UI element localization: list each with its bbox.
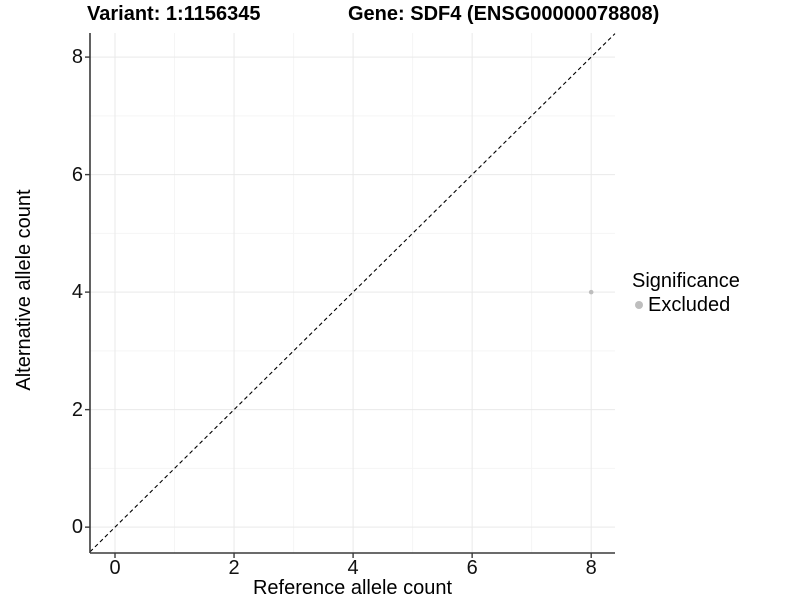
data-point — [588, 289, 594, 295]
y-axis-tick-label: 8 — [71, 46, 83, 69]
legend-item: Excluded — [635, 294, 740, 316]
legend: Significance Excluded — [632, 270, 740, 317]
x-axis-tick-label: 2 — [228, 557, 240, 579]
y-axis-tick-label: 2 — [71, 398, 83, 421]
legend-item-label: Excluded — [648, 294, 731, 316]
plot-title-variant: Variant: 1:1156345 — [87, 3, 261, 25]
plot-panel — [85, 33, 616, 558]
identity-line — [89, 33, 616, 553]
legend-key-dot-icon — [635, 301, 643, 309]
y-axis-tick-label: 4 — [71, 281, 83, 304]
x-axis-tick-label: 4 — [347, 557, 359, 579]
plot-title-gene: Gene: SDF4 (ENSG00000078808) — [348, 3, 660, 25]
x-axis-tick-label: 6 — [466, 557, 478, 579]
y-axis-tick-label: 6 — [71, 163, 83, 186]
legend-items: Excluded — [632, 294, 740, 316]
y-axis-title: Alternative allele count — [13, 189, 35, 391]
x-axis-tick-label: 0 — [109, 557, 121, 579]
x-axis-tick-label: 8 — [585, 557, 597, 579]
scatter-plot-canvas — [85, 33, 616, 558]
x-axis-title: Reference allele count — [252, 577, 452, 599]
y-axis-tick-label: 0 — [71, 516, 83, 539]
legend-title: Significance — [632, 270, 740, 292]
